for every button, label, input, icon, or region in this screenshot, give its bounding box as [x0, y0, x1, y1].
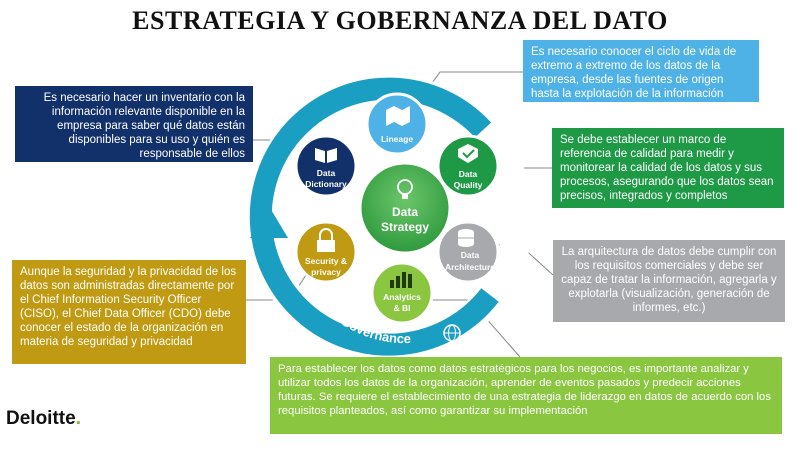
quality-label-line2: Quality	[454, 180, 483, 190]
center-label-line2: Strategy	[381, 220, 429, 234]
strategy-box: Para establecer los datos como datos est…	[270, 357, 782, 434]
page-title: ESTRATEGIA Y GOBERNANZA DEL DATO	[132, 6, 668, 35]
quality-label-line1: Data	[459, 169, 478, 179]
book-icon	[315, 148, 337, 163]
node-lineage: Lineage	[365, 92, 429, 156]
node-data-dictionary: Data Dictionary	[294, 134, 358, 198]
center-node: Data Strategy	[358, 161, 452, 255]
security-box: Aunque la seguridad y la privacidad de l…	[12, 260, 246, 364]
architecture-label-line2: Architecture	[445, 262, 495, 272]
shield-check-icon	[458, 144, 478, 163]
deloitte-logo: Deloitte.	[6, 408, 81, 430]
lifecycle-box: Es necesario conocer el ciclo de vida de…	[523, 40, 759, 102]
architecture-label-line1: Data	[461, 250, 480, 260]
map-icon	[386, 106, 410, 126]
bar-chart-icon	[390, 272, 412, 288]
dictionary-label-line1: Data	[317, 168, 336, 178]
lightbulb-icon	[397, 179, 413, 199]
analytics-label-line1: Analytics	[383, 292, 421, 302]
analytics-label-line2: & BI	[394, 303, 411, 313]
ring-arrow-icon	[250, 208, 288, 238]
node-security-privacy: Security & privacy	[294, 220, 358, 284]
inventory-box: Es necesario hacer un inventario con la …	[15, 86, 253, 162]
governance-ring: Data Governance	[247, 75, 533, 361]
padlock-icon	[317, 228, 335, 252]
database-icon	[458, 229, 474, 247]
security-label-line1: Security &	[305, 256, 347, 266]
node-data-quality: Data Quality	[436, 134, 500, 198]
center-label-line1: Data	[392, 205, 418, 219]
quality-box: Se debe establecer un marco de referenci…	[552, 128, 784, 208]
logo-name: Deloitte	[6, 408, 76, 429]
node-data-architecture: Data Architecture	[436, 220, 500, 284]
lineage-label: Lineage	[381, 134, 413, 144]
node-analytics-bi: Analytics & BI	[370, 261, 434, 325]
architecture-box: La arquitectura de datos debe cumplir co…	[553, 240, 785, 322]
security-label-line2: privacy	[311, 267, 341, 277]
dictionary-label-line2: Dictionary	[305, 179, 347, 189]
logo-dot: .	[75, 408, 81, 429]
globe-icon	[443, 324, 461, 342]
